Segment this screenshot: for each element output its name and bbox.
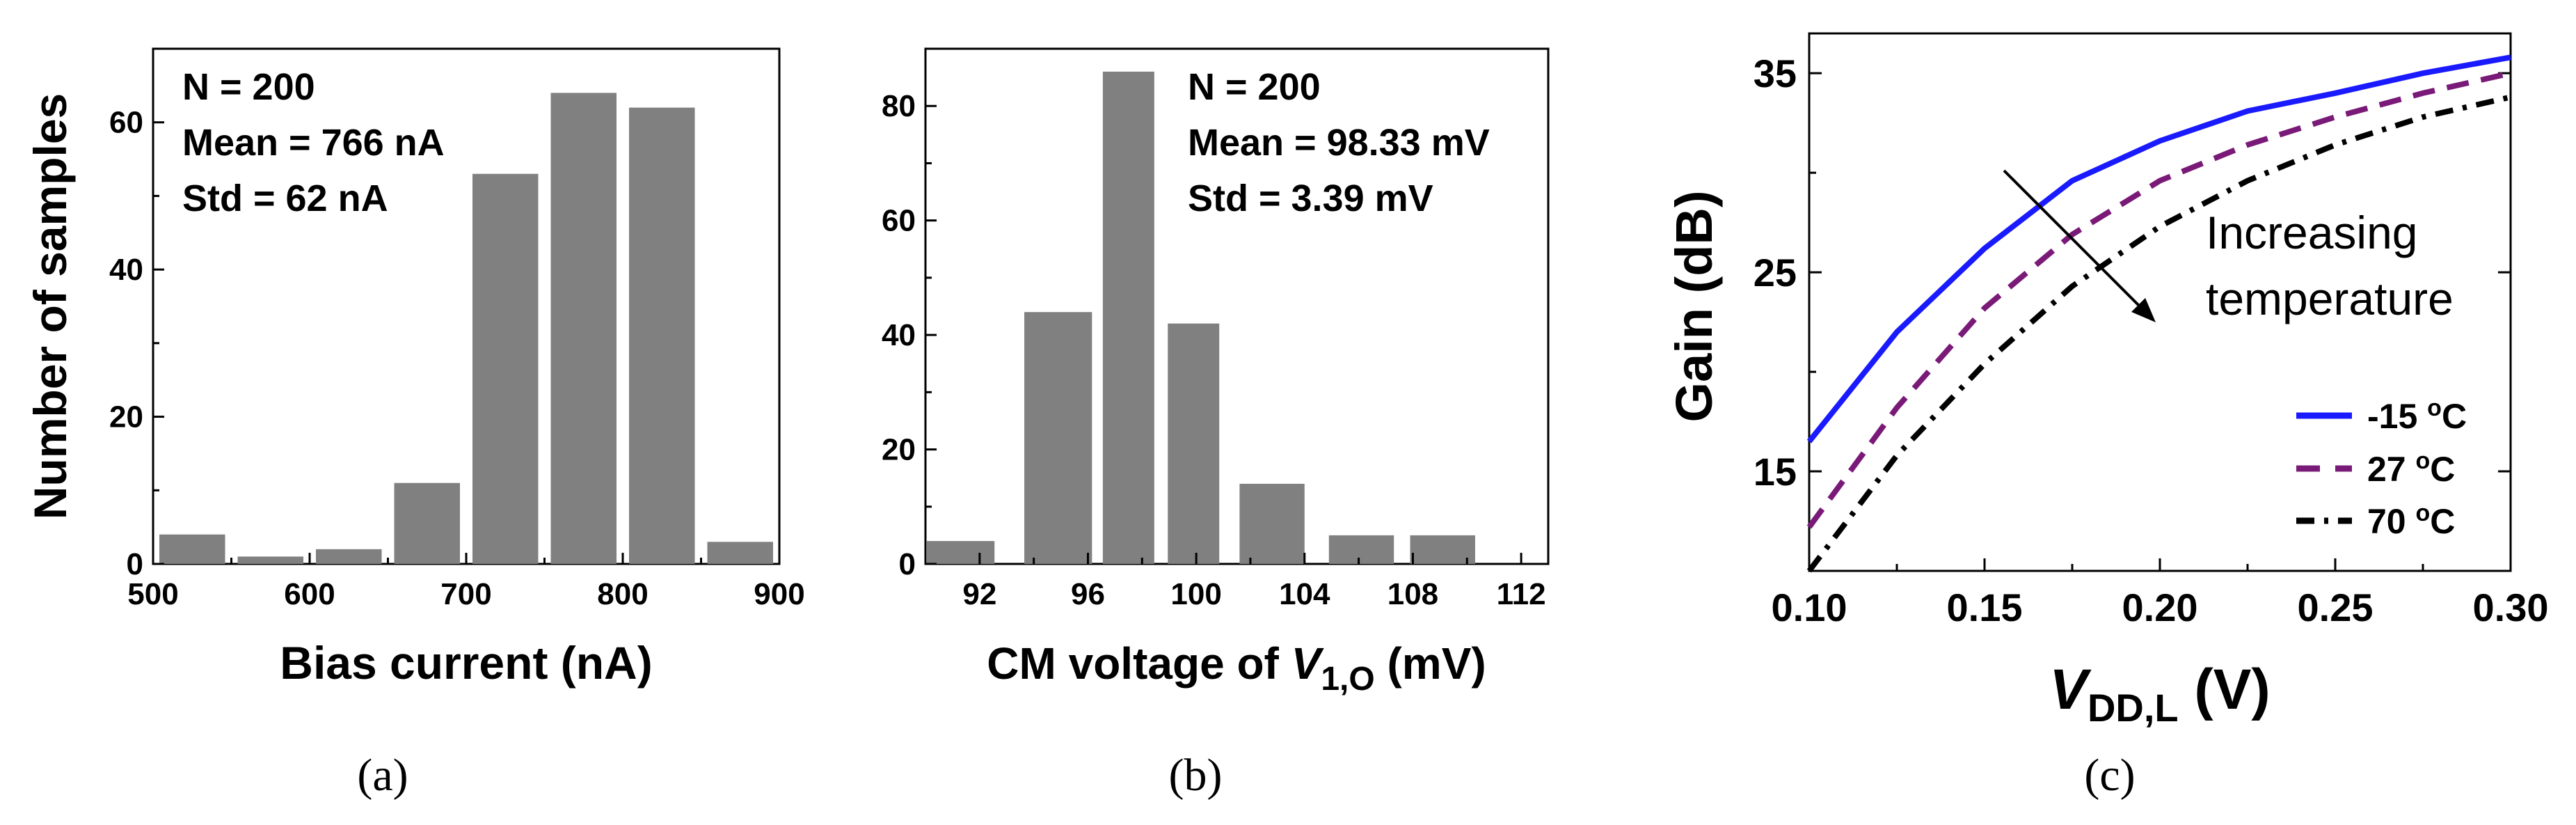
panel-a-ylabel: Number of samples: [24, 93, 76, 520]
panel-a-bar-2: [316, 549, 382, 564]
panel-b-xtick-label-2: 100: [1170, 577, 1221, 611]
panel-c-xlabel-suffix: (V): [2179, 658, 2271, 721]
panel-a-bar-4: [472, 173, 539, 564]
panel-b-ytick-label-3: 60: [882, 204, 916, 238]
panel-a-annotation-mean: Mean = 766 nA: [182, 122, 445, 164]
panel-a-annotation-n: N = 200: [182, 66, 315, 108]
panel-b-xtick-label-0: 92: [962, 577, 996, 611]
panel-c-line-chart: 0.10 0.15 0.20 0.25 0.30 15 25 35 Increasing te…: [1665, 32, 2549, 801]
series-line-2: [1806, 94, 2511, 573]
panel-b-annotation-n: N = 200: [1188, 66, 1321, 108]
panel-a-bar-3: [394, 482, 460, 564]
panel-a-ytick-label-2: 40: [109, 253, 143, 287]
panel-b-xtick-label-3: 104: [1279, 577, 1330, 611]
caption-c: (c): [2084, 750, 2135, 801]
panel-c-xlabel: VDD,L (V): [2049, 658, 2270, 730]
panel-a-xtick-label-2: 700: [440, 577, 491, 611]
panel-a-xtick-label-0: 500: [127, 577, 178, 611]
panel-b-xtick-label-4: 108: [1388, 577, 1438, 611]
panel-b-bar-0: [926, 541, 995, 564]
panel-c-xtick-label-4: 0.30: [2473, 586, 2549, 629]
panel-b-ytick-label-1: 20: [882, 433, 916, 467]
panel-a-ytick-label-1: 20: [109, 400, 143, 434]
panel-b-ytick-label-0: 0: [899, 547, 916, 581]
panel-c-xlabel-sub: DD,L: [2088, 686, 2179, 730]
panel-a-bar-1: [237, 556, 303, 564]
panel-c-ticks: 0.10 0.15 0.20 0.25 0.30 15 25 35: [1754, 52, 2549, 629]
panel-b-annotation-std: Std = 3.39 mV: [1188, 178, 1433, 219]
panel-c-ytick-label-1: 25: [1754, 251, 1797, 294]
annotation-increasing: Increasing: [2206, 207, 2418, 258]
panel-c-xtick-label-0: 0.10: [1772, 586, 1847, 629]
panel-b-xtick-label-1: 96: [1071, 577, 1105, 611]
panel-b-ticks: 92 96 100 104 108 112 0 20 40 60 80: [882, 89, 1546, 611]
annotation-temperature: temperature: [2206, 273, 2454, 324]
panel-c-xtick-label-1: 0.15: [1947, 586, 2023, 629]
panel-a-bar-0: [159, 534, 225, 564]
panel-b-bar-4: [1239, 483, 1305, 564]
panel-a-xlabel: Bias current (nA): [280, 637, 652, 689]
legend-label-1: 27 oC: [2367, 448, 2455, 489]
panel-b-xlabel-suffix: (mV): [1375, 638, 1486, 689]
panel-c-ytick-label-0: 15: [1754, 450, 1797, 494]
panel-a-xtick-label-1: 600: [284, 577, 335, 611]
panel-b-bar-2: [1102, 71, 1154, 564]
panel-b-frame: [924, 47, 1550, 565]
panel-a-xtick-label-4: 900: [754, 577, 804, 611]
panel-b-ytick-label-4: 80: [882, 89, 916, 123]
panel-c-ytick-label-2: 35: [1754, 52, 1797, 95]
panel-c-xtick-label-3: 0.25: [2298, 586, 2374, 629]
panel-b-annotation-mean: Mean = 98.33 mV: [1188, 122, 1490, 164]
panel-b-xtick-label-5: 112: [1497, 577, 1546, 611]
panel-a-ytick-label-3: 60: [109, 106, 143, 140]
panel-b-histogram: 92 96 100 104 108 112 0 20 40 60 80 N = 200 Mean =…: [882, 47, 1550, 801]
panel-a-bar-6: [629, 107, 695, 565]
panel-a-bar-7: [707, 542, 773, 564]
panel-b-bar-6: [1410, 535, 1475, 564]
panel-b-xlabel: CM voltage of V1,O (mV): [987, 638, 1486, 698]
panel-b-bar-3: [1168, 323, 1220, 564]
legend-label-2: 70 oC: [2367, 500, 2455, 541]
series-line-0: [1806, 54, 2511, 443]
panel-b-xlabel-prefix: CM voltage of: [987, 638, 1291, 689]
panel-b-xlabel-var: V: [1291, 638, 1325, 689]
series-line-1: [1806, 70, 2511, 529]
panel-b-bars: [926, 71, 1475, 564]
panel-b-xlabel-sub: 1,O: [1321, 661, 1374, 698]
panel-a-ytick-label-0: 0: [127, 547, 143, 581]
panel-a-bars: [159, 93, 773, 565]
increasing-temperature-arrowhead: [2131, 298, 2156, 322]
increasing-temperature-arrow-shaft: [2003, 169, 2148, 315]
panel-c-ylabel: Gain (dB): [1665, 191, 1723, 423]
panel-c-xlabel-var: V: [2049, 658, 2092, 721]
panel-b-bar-1: [1024, 312, 1092, 564]
panel-a-ticks: 500 600 700 800 900 0 20 40 60: [109, 47, 805, 611]
panel-c-xtick-label-2: 0.20: [2122, 586, 2198, 629]
legend-label-0: -15 oC: [2367, 395, 2467, 436]
panel-c-legend: -15 oC 27 oC 70 oC: [2296, 395, 2467, 541]
panel-a-annotation-std: Std = 62 nA: [182, 178, 388, 219]
panel-a-bar-5: [550, 93, 617, 564]
panel-b-bar-5: [1328, 535, 1394, 564]
panel-c-lines: [1806, 54, 2511, 573]
caption-b: (b): [1169, 750, 1223, 801]
panel-a-xtick-label-3: 800: [597, 577, 648, 611]
panel-a-histogram: 500 600 700 800 900 0 20 40 60 N = 200 Mean = 76…: [24, 47, 805, 801]
caption-a: (a): [357, 750, 408, 801]
panel-b-ytick-label-2: 40: [882, 318, 916, 352]
